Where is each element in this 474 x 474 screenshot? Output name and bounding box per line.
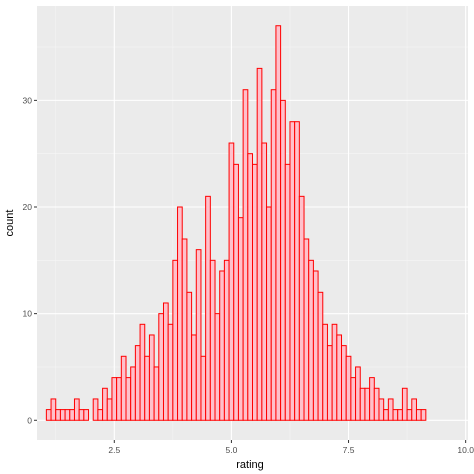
histogram-bar	[106, 398, 113, 421]
histogram-bar	[172, 259, 179, 421]
histogram-bar	[134, 345, 141, 421]
histogram-bars	[45, 25, 427, 421]
histogram-bar	[125, 377, 132, 421]
histogram-bar	[200, 355, 207, 421]
histogram-bar	[130, 366, 136, 421]
histogram-bar	[322, 323, 328, 421]
histogram-bar	[97, 409, 104, 421]
histogram-bar	[120, 355, 127, 421]
histogram-bar	[92, 398, 99, 421]
histogram-bar	[237, 217, 244, 421]
histogram-bar	[406, 409, 413, 421]
histogram-bar	[303, 238, 310, 421]
histogram-bar	[387, 398, 394, 421]
histogram-bar	[280, 99, 286, 421]
histogram-bar	[392, 409, 399, 421]
histogram-bar	[378, 398, 385, 421]
histogram-bar	[233, 163, 239, 421]
histogram-bar	[102, 387, 108, 421]
histogram-bar	[298, 195, 305, 421]
histogram-bar	[355, 366, 361, 421]
histogram-bar	[312, 270, 319, 421]
histogram-bar	[341, 345, 347, 421]
histogram-bar	[373, 387, 380, 421]
histogram-bar	[55, 409, 61, 421]
histogram-bar	[270, 89, 277, 421]
histogram-bar	[83, 409, 90, 421]
histogram-bar	[223, 259, 230, 421]
histogram-bar	[308, 259, 314, 421]
histogram-bar	[383, 409, 389, 421]
histogram-bar	[294, 121, 300, 421]
histogram-bar	[397, 409, 403, 421]
y-axis-title: count	[4, 210, 16, 237]
histogram-bar	[111, 377, 118, 421]
histogram-bar	[252, 163, 258, 421]
histogram-bar	[158, 313, 164, 421]
histogram-bar	[45, 409, 52, 421]
histogram-bar	[116, 377, 122, 421]
histogram-bar	[69, 409, 75, 421]
histogram-bar	[167, 323, 174, 421]
histogram-bar	[247, 153, 253, 421]
histogram-bar	[177, 206, 183, 421]
histogram-bar	[289, 121, 296, 421]
histogram-bar	[50, 398, 57, 421]
x-tick-label: 10.0	[457, 445, 474, 455]
y-axis-ticks: 0 10 20 30	[23, 95, 37, 425]
y-tick-label: 0	[27, 415, 32, 425]
histogram-bar	[144, 355, 150, 421]
histogram-bar	[266, 206, 272, 421]
histogram-bar	[162, 302, 169, 421]
histogram-bar	[139, 323, 146, 421]
histogram-bar	[181, 238, 188, 421]
x-axis-ticks: 2.5 5.0 7.5 10.0	[108, 440, 474, 455]
histogram-bar	[261, 142, 268, 421]
histogram-bar	[191, 334, 197, 421]
histogram-bar	[350, 377, 357, 421]
histogram-bar	[242, 89, 249, 421]
x-tick-label: 7.5	[343, 445, 355, 455]
histogram-bar	[326, 345, 333, 421]
histogram-bar	[401, 387, 408, 421]
histogram-bar	[336, 334, 343, 421]
y-tick-label: 20	[23, 202, 33, 212]
histogram-bar	[59, 409, 66, 421]
histogram-bar	[148, 334, 155, 421]
histogram-bar	[186, 291, 193, 421]
histogram-bar	[369, 377, 375, 421]
histogram-bar	[256, 67, 263, 421]
histogram-bar	[205, 195, 211, 421]
y-tick-label: 30	[23, 95, 33, 105]
y-tick-label: 10	[23, 309, 33, 319]
histogram-bar	[275, 25, 282, 421]
histogram-bar	[359, 387, 366, 421]
histogram-bar	[364, 387, 371, 421]
histogram-bar	[78, 409, 85, 421]
histogram-bar	[345, 355, 352, 421]
histogram-bar	[317, 291, 324, 421]
x-tick-label: 5.0	[226, 445, 238, 455]
histogram-bar	[153, 366, 160, 421]
histogram-bar	[228, 142, 235, 421]
histogram-bar	[209, 259, 216, 421]
histogram-bar	[73, 398, 80, 421]
histogram-bar	[64, 409, 71, 421]
x-tick-label: 2.5	[108, 445, 120, 455]
x-axis-title: rating	[236, 459, 264, 471]
histogram-bar	[195, 249, 202, 421]
histogram-bar	[284, 163, 291, 421]
histogram-bar	[214, 313, 221, 421]
histogram-bar	[420, 409, 427, 421]
histogram-bar	[219, 270, 225, 421]
histogram-bar	[331, 323, 338, 421]
histogram-bar	[415, 409, 422, 421]
histogram-bar	[411, 398, 417, 421]
